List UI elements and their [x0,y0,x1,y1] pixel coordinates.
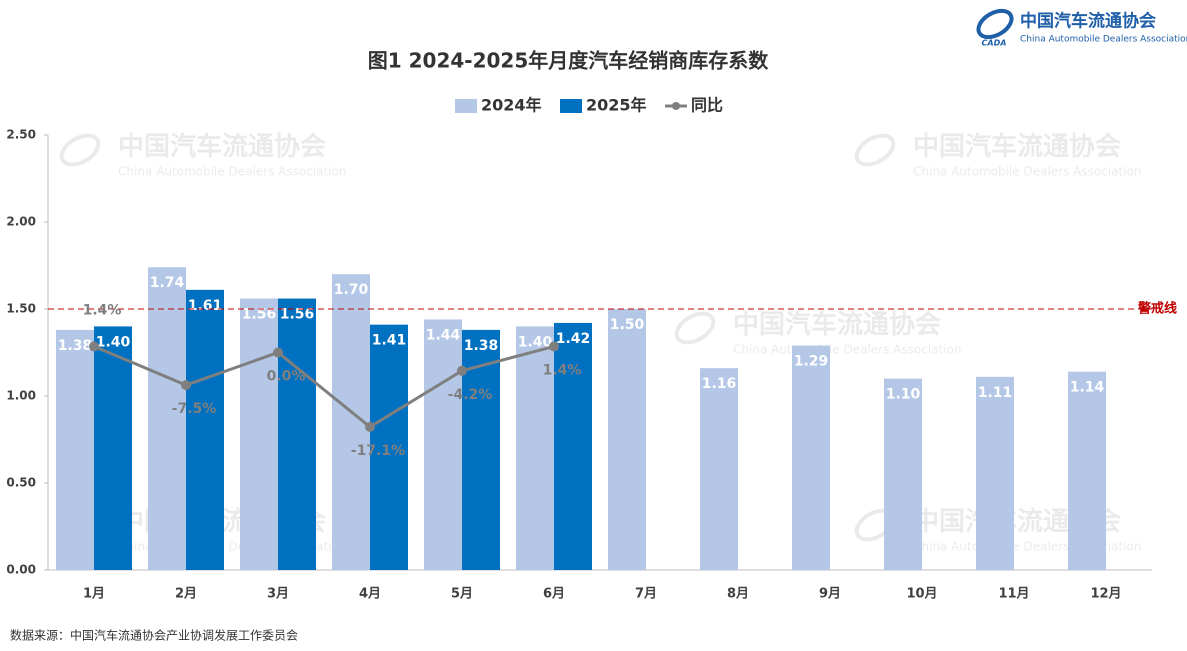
bar-value-label: 1.50 [610,317,645,333]
bar [278,298,316,570]
bar [94,326,132,570]
line-value-label: 1.4% [83,302,122,318]
logo-icon [976,8,1014,40]
bar-value-label: 1.41 [372,333,407,349]
bar-value-label: 1.44 [426,327,461,343]
bar-value-label: 1.40 [518,334,553,350]
line-value-label: 0.0% [267,369,306,385]
watermark: 中国汽车流通协会 China Automobile Dealers Associa… [854,131,1142,179]
source: 数据来源：中国汽车流通协会产业协调发展工作委员会 [10,628,298,643]
bar-value-label: 1.61 [188,298,223,314]
line-value-label: -4.2% [448,387,493,403]
watermark: 中国汽车流通协会 China Automobile Dealers Associa… [674,309,962,357]
bar [370,324,408,570]
reference-label: 警戒线 [1138,301,1177,317]
legend-swatch [455,99,477,113]
line-value-label: -7.5% [172,401,217,417]
legend-swatch [560,99,582,113]
y-tick-label: 2.50 [6,128,36,142]
bar [884,378,922,570]
y-tick-label: 0.00 [6,563,36,577]
bar [240,298,278,570]
bar [792,345,830,570]
chart-title: 图1 2024-2025年月度汽车经销商库存系数 [368,49,770,73]
bar [608,309,646,570]
bar-value-label: 1.10 [886,387,921,403]
watermark-subtitle: China Automobile Dealers Association [913,540,1142,554]
line-point [549,341,559,352]
x-tick-label: 2月 [175,587,197,602]
x-tick-label: 4月 [359,587,381,602]
logo-name: 中国汽车流通协会 [1020,11,1156,32]
bar-value-label: 1.29 [794,354,829,370]
bar-value-label: 1.74 [150,275,185,291]
legend-label: 2025年 [586,96,647,115]
watermark: 中国汽车流通协会 China Automobile Dealers Associa… [59,131,347,179]
bar-value-label: 1.14 [1070,380,1105,396]
watermark-icon [674,311,716,345]
line-point [181,380,191,391]
bar-value-label: 1.70 [334,282,369,298]
bar-value-label: 1.16 [702,376,737,392]
legend-label: 同比 [691,96,723,115]
line-point [365,421,375,432]
x-tick-label: 12月 [1090,587,1121,602]
bar-value-label: 1.11 [978,385,1013,401]
bar [700,368,738,570]
bar [186,289,224,570]
line-value-label: 1.4% [543,362,582,378]
y-tick-label: 1.50 [6,302,36,316]
bar [554,322,592,570]
x-tick-label: 1月 [83,587,105,602]
bar-value-label: 1.38 [58,338,93,354]
bar-value-label: 1.42 [556,331,591,347]
bar [424,319,462,570]
bar [516,326,554,570]
bar-value-label: 1.38 [464,338,499,354]
x-tick-label: 3月 [267,587,289,602]
logo-mark: CADA [982,39,1007,48]
watermark-subtitle: China Automobile Dealers Association [733,343,962,357]
line-point [457,365,467,376]
bar [148,267,186,570]
bar-value-label: 1.56 [242,307,277,323]
bar-value-label: 1.56 [280,307,315,323]
bar [56,329,94,570]
x-tick-label: 8月 [727,587,749,602]
x-tick-label: 9月 [819,587,841,602]
watermark-icon [59,133,101,167]
x-tick-label: 11月 [998,587,1029,602]
bar-value-label: 1.40 [96,334,131,350]
watermark-subtitle: China Automobile Dealers Association [913,165,1142,179]
legend-label: 2024年 [481,96,542,115]
line-point [273,347,283,358]
y-tick-label: 2.00 [6,215,36,229]
watermark-name: 中国汽车流通协会 [118,131,326,162]
logo: CADA 中国汽车流通协会 China Automobile Dealers A… [976,8,1187,48]
line-point [89,341,99,352]
watermark-name: 中国汽车流通协会 [913,131,1121,162]
watermark-icon [854,133,896,167]
bar [1068,371,1106,570]
legend-swatch [672,102,680,110]
x-tick-label: 10月 [906,587,937,602]
watermark-subtitle: China Automobile Dealers Association [118,165,347,179]
x-tick-label: 5月 [451,587,473,602]
line [93,344,555,429]
x-tick-label: 6月 [543,587,565,602]
logo-subtitle: China Automobile Dealers Association [1020,35,1187,45]
y-tick-label: 0.50 [6,476,36,490]
watermark-name: 中国汽车流通协会 [733,309,941,340]
x-tick-label: 7月 [635,587,657,602]
y-tick-label: 1.00 [6,389,36,403]
bar [976,376,1014,570]
line-value-label: -17.1% [351,443,405,459]
